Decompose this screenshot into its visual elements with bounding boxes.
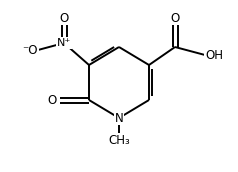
Text: ⁻O: ⁻O <box>23 44 38 56</box>
Text: O: O <box>59 12 69 24</box>
Text: CH₃: CH₃ <box>108 133 130 147</box>
Text: N⁺: N⁺ <box>57 38 71 48</box>
Text: OH: OH <box>205 49 223 62</box>
Text: O: O <box>47 94 57 106</box>
Text: N: N <box>115 111 123 125</box>
Text: O: O <box>170 12 180 24</box>
